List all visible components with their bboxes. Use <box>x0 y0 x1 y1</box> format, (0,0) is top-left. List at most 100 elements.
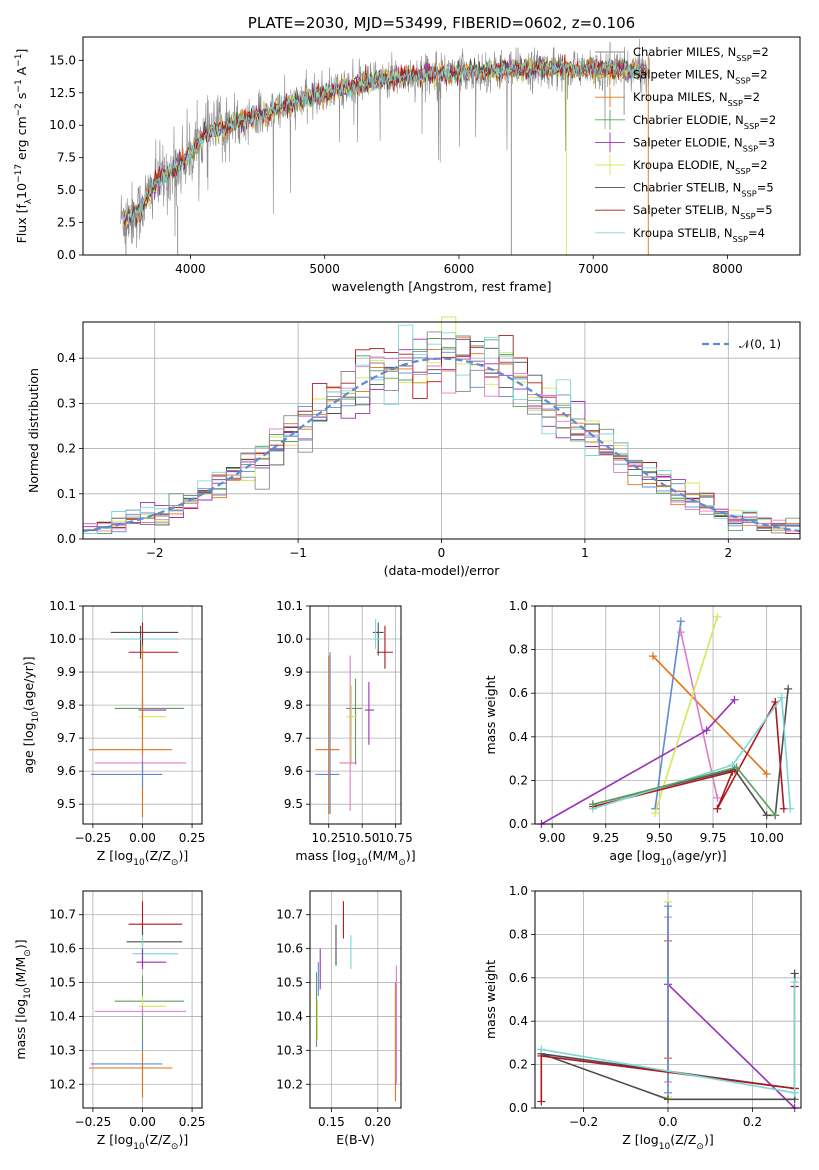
weight-vs-age-xlabel-part: age [log <box>609 848 660 863</box>
legend-entry-part: SSP <box>741 189 756 199</box>
age-vs-mass-xtick-label: 10.25 <box>312 831 346 845</box>
weight-vs-age-ytick-label: 1.0 <box>509 599 528 613</box>
mass-vs-ebv-xlabel: E(B-V) <box>336 1132 375 1147</box>
age-vs-mass-ytick-label: 9.5 <box>284 797 303 811</box>
weight-vs-age-ytick-label: 0.6 <box>509 686 528 700</box>
legend-entry-part: Chabrier MILES, N <box>633 45 736 59</box>
residuals-ytick-label: 0.3 <box>57 396 76 410</box>
legend-entry-part: SSP <box>735 166 750 176</box>
weight-vs-Z-marker <box>537 1045 546 1054</box>
legend-entry-part: Salpeter MILES, N <box>633 68 735 82</box>
mass-vs-Z-ylabel: mass [log10(M/M⊙)] <box>13 939 33 1059</box>
weight-vs-Z-marker <box>790 969 799 978</box>
residuals-ylabel: Normed distribution <box>26 368 41 493</box>
weight-vs-Z-marker <box>664 1095 672 1104</box>
weight-vs-age-xlabel: age [log10(age/yr)] <box>609 848 726 868</box>
age-vs-mass-xlabel: mass [log10(M/M⊙)] <box>295 848 415 868</box>
age-vs-mass-xtick-label: 10.75 <box>378 831 412 845</box>
mass-vs-Z-ylabel-part: 10 <box>23 987 33 999</box>
weight-vs-age-marker <box>651 809 660 818</box>
spectrum-model-line <box>122 58 648 228</box>
age-vs-Z-xlabel-part: )] <box>178 848 188 863</box>
residuals-ytick-label: 0.1 <box>57 487 76 501</box>
mass-vs-ebv-frame <box>309 890 402 1109</box>
legend-entry-part: =5 <box>756 203 773 217</box>
spectrum-ylabel-part: A <box>14 66 29 79</box>
age-vs-Z-ytick-label: 10.1 <box>49 599 76 613</box>
weight-vs-age-marker <box>784 684 793 693</box>
mass-vs-Z-frame <box>82 890 203 1109</box>
age-vs-mass-ytick-label: 9.7 <box>284 731 303 745</box>
mass-vs-Z-ytick-label: 10.7 <box>49 908 76 922</box>
legend-entry-part: =2 <box>743 90 760 104</box>
weight-vs-Z-xlabel-part: )] <box>704 1132 714 1147</box>
residuals-xtick-label: 1 <box>581 546 589 560</box>
legend-entry-part: SSP <box>744 121 759 131</box>
age-vs-Z-frame <box>82 605 203 825</box>
mass-vs-Z-xlabel: Z [log10(Z/Z⊙)] <box>97 1132 188 1152</box>
mass-vs-Z-xtick-label: 0.00 <box>129 1115 156 1129</box>
spectrum-model-line <box>122 59 648 227</box>
age-vs-Z-xlabel-part: Z [log <box>97 848 133 863</box>
legend-entry-part: SSP <box>743 143 758 153</box>
mass-vs-Z-xlabel-part: 10 <box>133 1142 145 1152</box>
spectrum-ytick-label: 7.5 <box>57 151 76 165</box>
mass-vs-ebv-ytick-label: 10.7 <box>276 908 303 922</box>
age-vs-Z-xtick-label: −0.25 <box>75 831 112 845</box>
weight-vs-age-xtick-label: 10.00 <box>749 831 783 845</box>
mass-vs-ebv-ytick-label: 10.3 <box>276 1043 303 1057</box>
spectrum-frame <box>82 36 801 256</box>
mass-vs-Z-xlabel-part: )] <box>178 1132 188 1147</box>
age-vs-Z-ytick-label: 9.7 <box>57 731 76 745</box>
age-vs-mass-axes: 10.25 10.50 10.75 9.5 9.6 9.7 9.8 9.9 10.0 10.1 <box>276 599 413 845</box>
weight-vs-age-marker <box>676 628 685 637</box>
legend-entry-part: Kroupa MILES, N <box>633 90 728 104</box>
weight-vs-age-frame <box>534 605 802 825</box>
weight-vs-Z-xlabel-part: (Z/Z <box>670 1132 696 1147</box>
mass-vs-Z-axes: −0.25 0.00 0.25 10.2 10.3 10.4 10.5 10.6 10.7 <box>49 891 205 1129</box>
weight-vs-age-ytick-label: 0.8 <box>509 643 528 657</box>
age-vs-mass-xlabel-part: 10 <box>356 858 368 868</box>
spectrum-xtick-label: 4000 <box>175 262 206 276</box>
residuals-xlabel: (data-model)/error <box>384 563 501 578</box>
age-vs-mass-xlabel-part: (M/M <box>368 848 399 863</box>
legend-entry: Kroupa STELIB, NSSP=4 <box>633 226 765 244</box>
weight-vs-Z-marker <box>537 1097 546 1106</box>
weight-vs-Z-xtick-label: 0.2 <box>743 1115 762 1129</box>
legend-entry-part: Kroupa ELODIE, N <box>633 158 735 172</box>
age-vs-Z-xtick-label: 0.25 <box>179 831 206 845</box>
legend-entry-part: Salpeter STELIB, N <box>633 203 740 217</box>
histogram-grey <box>82 331 801 539</box>
legend-entry-part: SSP <box>728 98 743 108</box>
spectrum-ytick-label: 15.0 <box>49 53 76 67</box>
weight-vs-Z-xlabel-part: 10 <box>659 1142 671 1152</box>
legend-entry-part: =3 <box>758 135 775 149</box>
weight-vs-age-xtick-label: 9.25 <box>592 831 619 845</box>
weight-vs-age-marker <box>713 804 722 813</box>
spectrum-xlabel: wavelength [Angstrom, rest frame] <box>331 279 551 294</box>
age-vs-mass-ytick-label: 10.0 <box>276 632 303 646</box>
mass-vs-ebv-xtick-label: 0.20 <box>364 1115 391 1129</box>
legend-entry-part: SSP <box>733 234 748 244</box>
spectrum-ylabel-part: 10 <box>14 183 29 199</box>
spectrum-xtick-label: 5000 <box>309 262 340 276</box>
weight-vs-age-ytick-label: 0.4 <box>509 730 528 744</box>
residuals-frame <box>82 321 801 540</box>
age-vs-mass-ytick-label: 9.6 <box>284 764 303 778</box>
legend-entry-part: Kroupa STELIB, N <box>633 226 733 240</box>
age-vs-Z-xlabel-part: (Z/Z <box>145 848 171 863</box>
weight-vs-age-marker <box>762 811 771 820</box>
weight-vs-age-marker <box>771 811 780 820</box>
age-vs-Z-ylabel: age [log10(age/yr)] <box>21 656 41 773</box>
mass-vs-ebv-ytick-label: 10.5 <box>276 976 303 990</box>
mass-vs-ebv-ytick-label: 10.4 <box>276 1009 303 1023</box>
legend-entry-part: =2 <box>759 113 776 127</box>
residuals-axes: −2 −1 0 1 2 0.0 0.1 0.2 0.3 0.4 <box>57 322 800 560</box>
weight-vs-age-xtick-label: 9.00 <box>539 831 566 845</box>
weight-vs-Z-marker <box>664 902 672 911</box>
age-vs-Z-ytick-label: 9.5 <box>57 797 76 811</box>
legend-entry-part: Chabrier STELIB, N <box>633 181 741 195</box>
mass-vs-Z-xlabel-part: Z [log <box>97 1132 133 1147</box>
spectrum-ylabel-part: s <box>14 93 29 104</box>
